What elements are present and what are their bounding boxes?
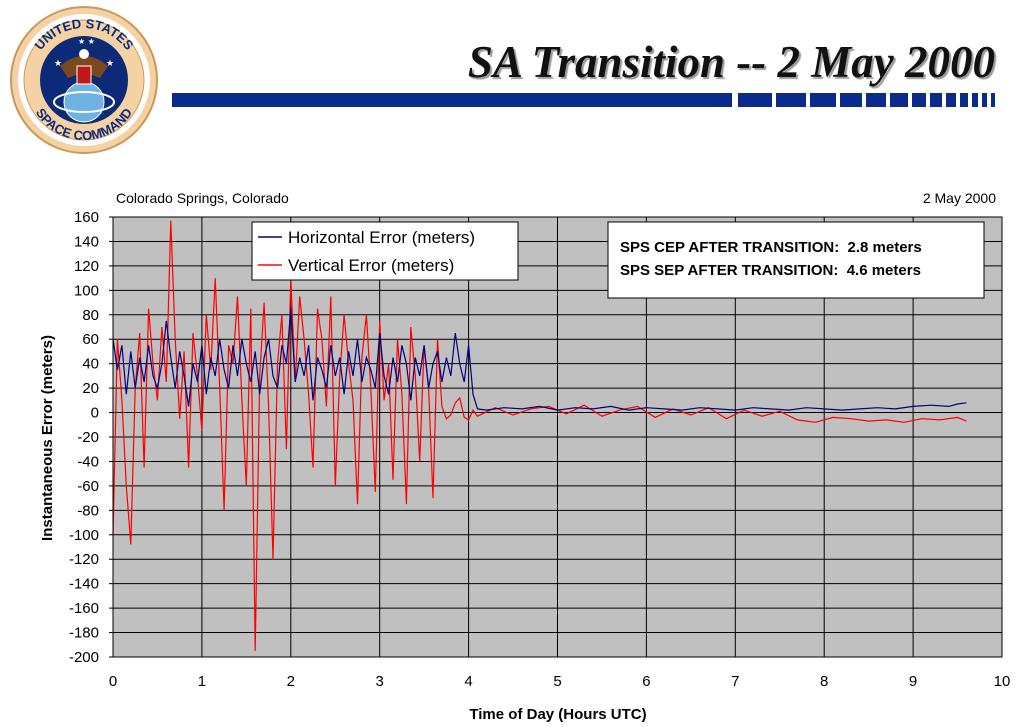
y-tick-label: -140 <box>69 576 99 593</box>
space-command-seal-logo: ★ ★ ★ ★ UNITED STATES SPACE COMMAND <box>10 6 158 154</box>
y-tick-label: 40 <box>82 356 99 373</box>
legend: Horizontal Error (meters) Vertical Error… <box>251 221 519 281</box>
x-tick-label: 2 <box>287 673 295 690</box>
y-tick-label: -100 <box>69 527 99 544</box>
x-tick-label: 9 <box>909 673 917 690</box>
x-tick-label: 7 <box>731 673 739 690</box>
x-tick-label: 10 <box>994 673 1011 690</box>
x-tick-label: 0 <box>109 673 117 690</box>
error-line-chart: 160140120100806040200-20-40-60-80-100-12… <box>39 190 1011 723</box>
y-tick-label: -160 <box>69 600 99 617</box>
stats-annotation-box: SPS CEP AFTER TRANSITION: 2.8 meters SPS… <box>607 221 985 299</box>
sep-annotation: SPS SEP AFTER TRANSITION: 4.6 meters <box>620 262 921 279</box>
x-tick-label: 6 <box>642 673 650 690</box>
chart-date-label: 2 May 2000 <box>923 190 996 206</box>
y-tick-label: 20 <box>82 380 99 397</box>
y-tick-label: -60 <box>77 478 99 495</box>
y-tick-label: 0 <box>91 405 99 422</box>
y-tick-label: 80 <box>82 307 99 324</box>
y-tick-label: -40 <box>77 453 99 470</box>
legend-vertical-label: Vertical Error (meters) <box>288 256 454 275</box>
x-axis-title: Time of Day (Hours UTC) <box>469 706 646 723</box>
y-tick-label: -200 <box>69 649 99 666</box>
x-tick-label: 8 <box>820 673 828 690</box>
x-tick-label: 1 <box>198 673 206 690</box>
y-tick-label: -120 <box>69 551 99 568</box>
x-tick-label: 4 <box>464 673 472 690</box>
y-tick-label: 120 <box>74 258 99 275</box>
svg-text:★ ★: ★ ★ <box>78 37 95 46</box>
y-tick-label: 140 <box>74 233 99 250</box>
y-tick-label: 60 <box>82 331 99 348</box>
x-tick-label: 5 <box>553 673 561 690</box>
svg-text:★: ★ <box>106 59 114 69</box>
y-tick-label: -20 <box>77 429 99 446</box>
legend-horizontal-label: Horizontal Error (meters) <box>288 228 475 247</box>
title-rule <box>172 93 995 107</box>
vertical-error-series-line <box>112 220 967 651</box>
y-tick-label: -80 <box>77 502 99 519</box>
y-axis-title: Instantaneous Error (meters) <box>39 335 56 541</box>
plot-border <box>112 216 1003 658</box>
y-tick-label: -180 <box>69 625 99 642</box>
chart-location-label: Colorado Springs, Colorado <box>116 190 289 206</box>
slide-title: SA Transition -- 2 May 2000 <box>467 37 995 87</box>
y-tick-label: 160 <box>74 209 99 226</box>
svg-text:★: ★ <box>54 59 62 69</box>
horizontal-error-series-line <box>112 308 967 411</box>
cep-annotation: SPS CEP AFTER TRANSITION: 2.8 meters <box>620 239 922 256</box>
x-tick-label: 3 <box>376 673 384 690</box>
y-tick-label: 100 <box>74 282 99 299</box>
